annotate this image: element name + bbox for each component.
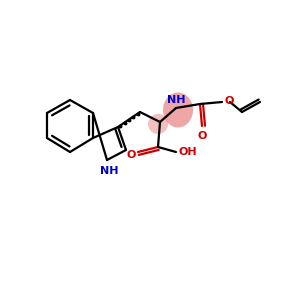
Text: NH: NH	[100, 166, 118, 176]
Text: OH: OH	[179, 147, 197, 157]
Text: NH: NH	[167, 95, 185, 105]
Ellipse shape	[148, 114, 168, 134]
Text: O: O	[126, 150, 136, 160]
Text: O: O	[197, 131, 207, 141]
Ellipse shape	[163, 92, 193, 128]
Text: O: O	[224, 96, 234, 106]
